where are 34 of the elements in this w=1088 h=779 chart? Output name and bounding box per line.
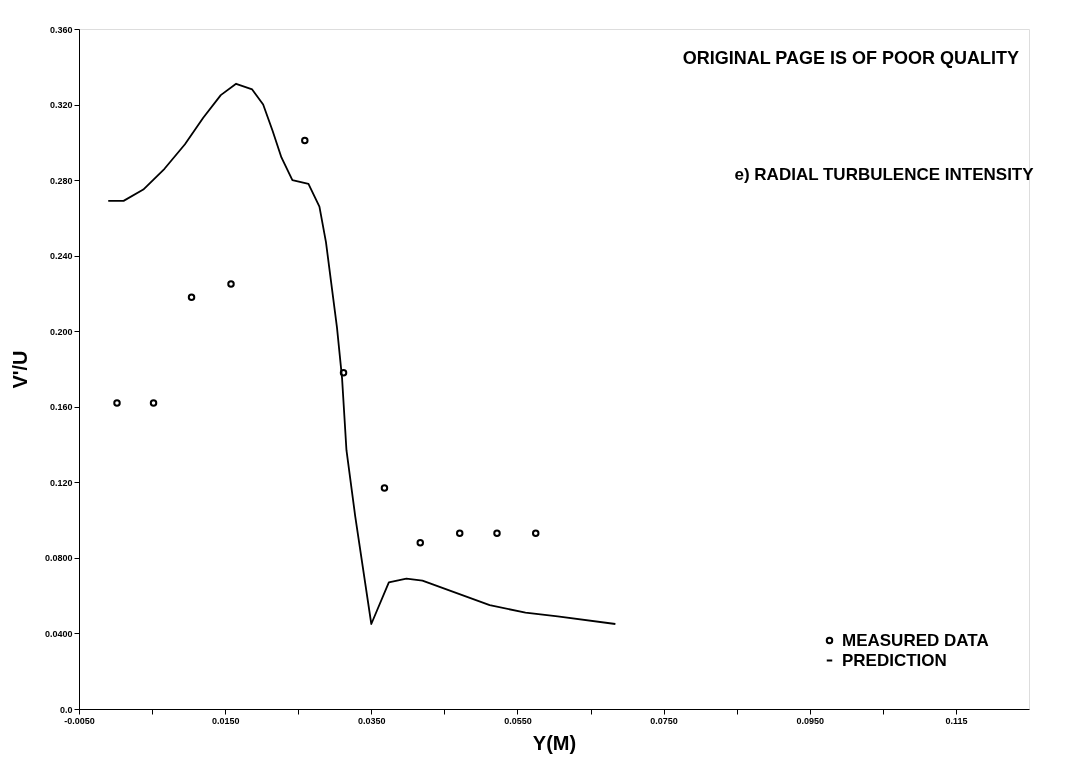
legend-label: PREDICTION <box>842 650 947 670</box>
y-tick-label: 0.0 <box>59 704 73 715</box>
x-tick-label: 0.115 <box>945 715 968 726</box>
x-tick-label: 0.0350 <box>358 715 386 726</box>
y-tick-label: 0.280 <box>49 175 73 186</box>
x-tick-label: -0.0050 <box>64 715 95 726</box>
line-series <box>107 82 617 625</box>
y-tick-label: 0.320 <box>49 100 73 111</box>
point <box>531 529 540 538</box>
y-tick-label: 0.160 <box>49 402 73 413</box>
x-tick-label: 0.0950 <box>796 715 825 726</box>
point <box>187 293 196 301</box>
y-tick-label: 0.120 <box>49 477 73 488</box>
y-tick-label: 0.0800 <box>44 553 73 564</box>
x-axis-title: Y(M) <box>532 731 577 754</box>
x-tick-label: 0.0750 <box>650 715 678 726</box>
y-tick-label: 0.200 <box>49 326 73 337</box>
point <box>416 539 425 547</box>
annotation: ORIGINAL PAGE IS OF POOR QUALITY <box>682 48 1019 68</box>
y-axis-title: V'/U <box>8 350 31 389</box>
point <box>455 529 464 538</box>
y-tick-label: 0.360 <box>49 24 73 35</box>
x-tick-label: 0.0150 <box>211 715 240 726</box>
point <box>227 280 235 288</box>
point <box>113 399 121 407</box>
x-tick-label: 0.0550 <box>504 715 532 726</box>
text: e) RADIAL TURBULENCE INTENSITY <box>734 165 1035 185</box>
y-tick-label: 0.240 <box>49 251 73 262</box>
y-tick-label: 0.0400 <box>44 628 73 639</box>
point <box>149 399 158 407</box>
point <box>301 136 309 145</box>
point <box>493 529 501 538</box>
legend-label: MEASURED DATA <box>842 630 989 650</box>
point <box>380 484 389 492</box>
